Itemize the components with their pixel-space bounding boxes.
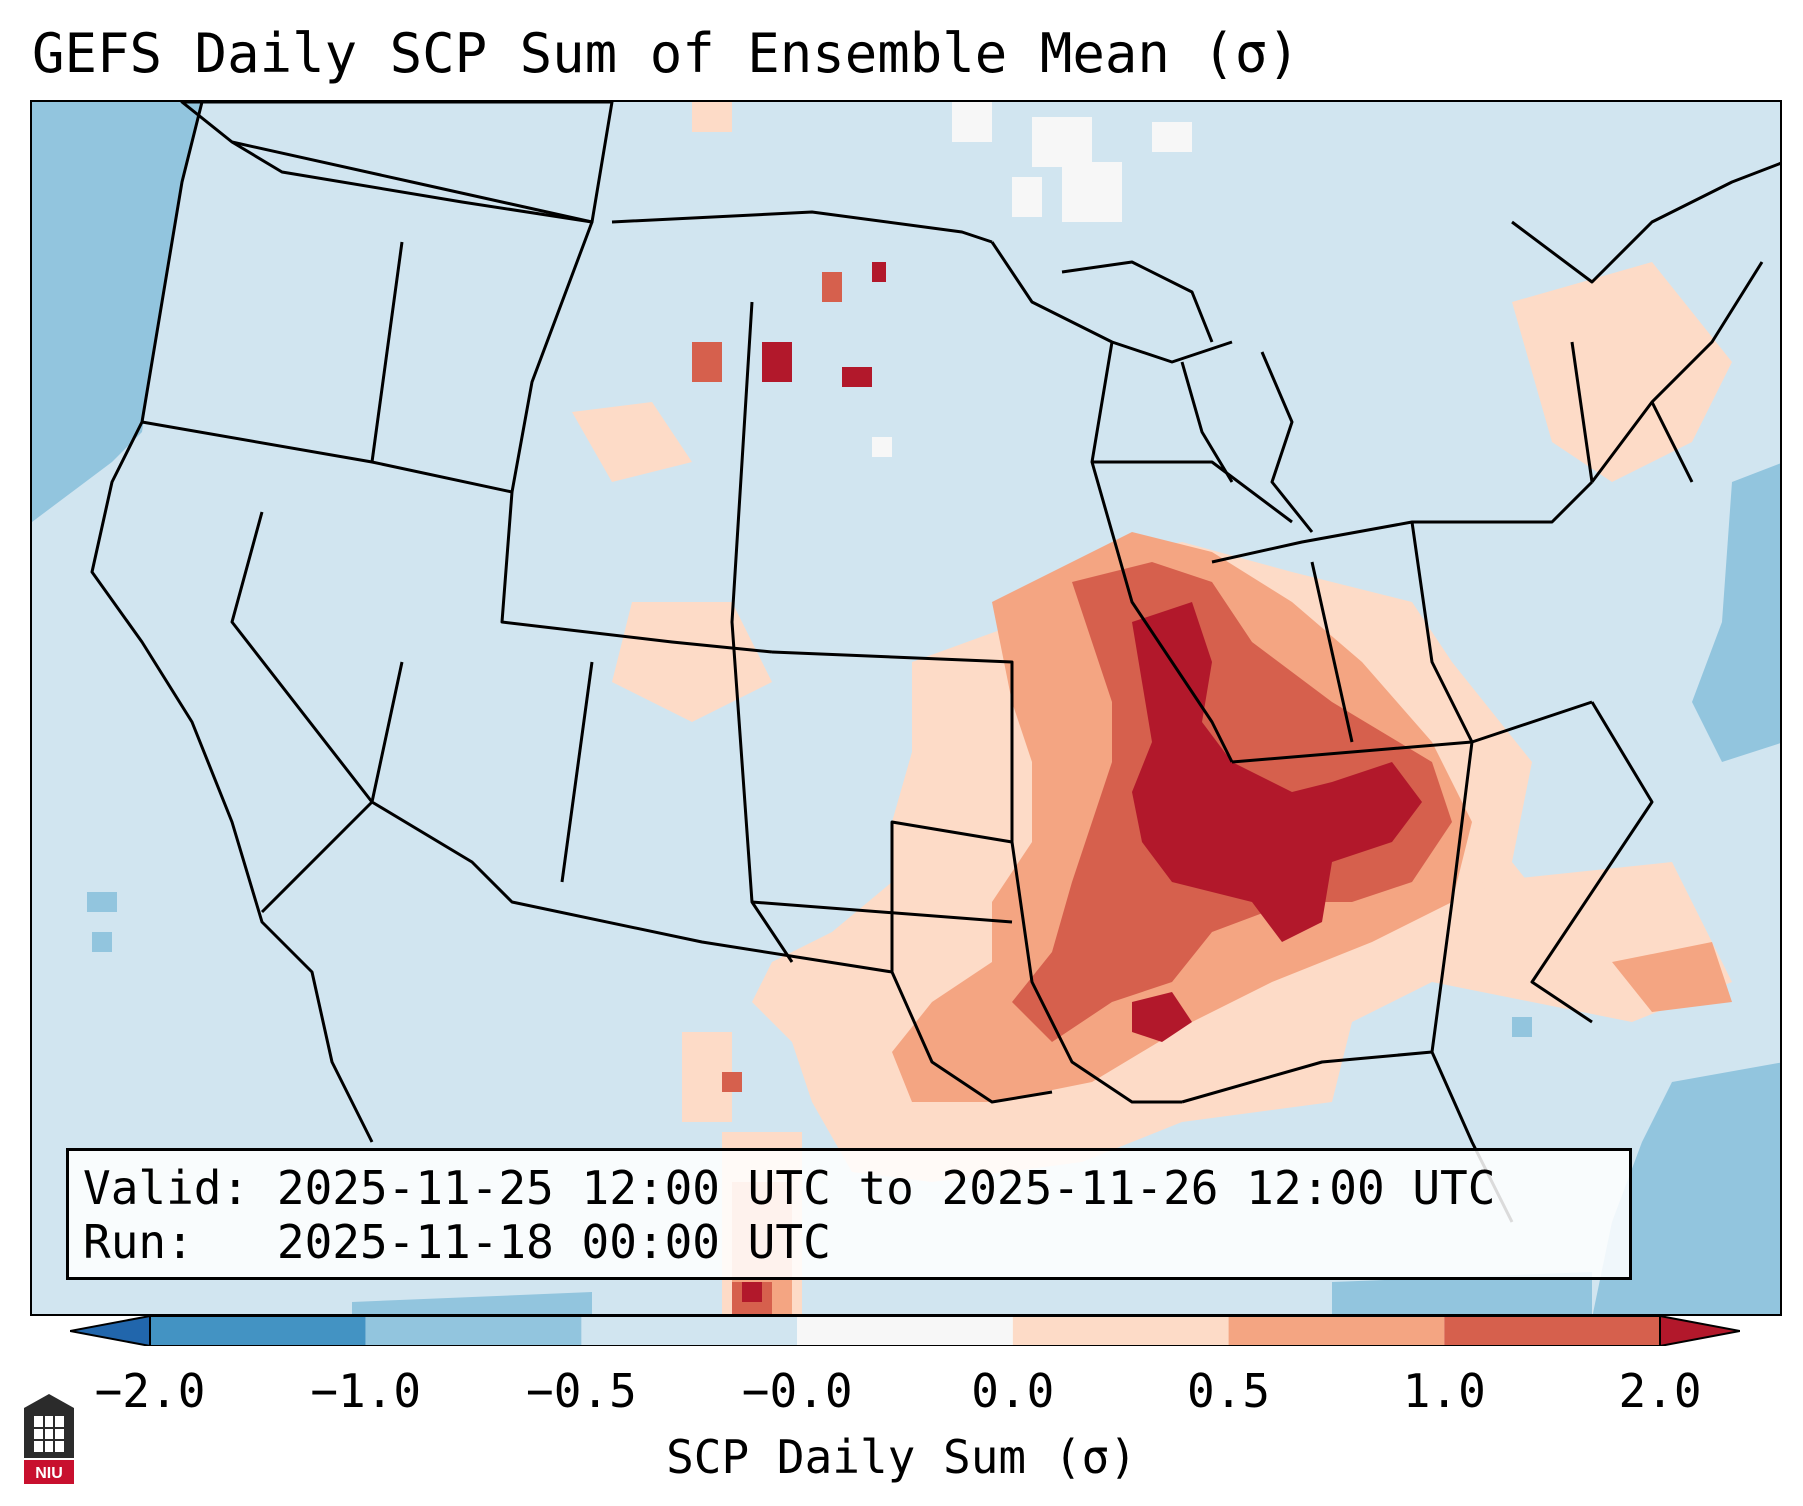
logo-window-grid: [34, 1416, 64, 1452]
map-panel: [30, 100, 1782, 1316]
geography-outlines: [90, 102, 1780, 1223]
colorbar-tick-label: 1.0: [1402, 1364, 1486, 1418]
colorbar-tick-label: 2.0: [1618, 1364, 1702, 1418]
colorbar-border: [149, 1316, 1661, 1346]
colorbar-segment: [1228, 1316, 1445, 1346]
colorbar-tick-label: 0.5: [1187, 1364, 1271, 1418]
colorbar: [70, 1316, 1740, 1346]
colorbar-extend-low: [70, 1316, 151, 1346]
colorbar-segment: [1444, 1316, 1660, 1346]
colorbar-segment: [581, 1316, 798, 1346]
run-time: 2025-11-18 00:00 UTC: [276, 1215, 831, 1269]
colorbar-segment: [1012, 1316, 1229, 1346]
colorbar-tick-label: 0.0: [971, 1364, 1055, 1418]
logo-text: NIU: [35, 1465, 63, 1482]
valid-label: Valid:: [83, 1161, 250, 1215]
colorbar-segment: [365, 1316, 582, 1346]
chart-title: GEFS Daily SCP Sum of Ensemble Mean (σ): [32, 22, 1300, 85]
max-warm-areas: [742, 262, 1422, 1302]
colorbar-title: SCP Daily Sum (σ): [666, 1430, 1137, 1484]
colorbar-extend-high: [1659, 1316, 1740, 1346]
colorbar-tick-label: −2.0: [94, 1364, 206, 1418]
valid-time-range: 2025-11-25 12:00 UTC to 2025-11-26 12:00…: [276, 1161, 1496, 1215]
run-label: Run:: [83, 1215, 194, 1269]
map-svg: [32, 102, 1780, 1314]
neutral-patches: [872, 102, 1192, 457]
valid-run-info-box: Valid: 2025-11-25 12:00 UTC to 2025-11-2…: [66, 1148, 1632, 1280]
niu-logo: NIU: [24, 1394, 74, 1484]
logo-red-band: [24, 1460, 74, 1484]
colorbar-tick-label: −0.0: [741, 1364, 853, 1418]
colorbar-tick-label: −1.0: [310, 1364, 422, 1418]
colorbar-tick-label: −0.5: [526, 1364, 637, 1418]
colorbar-segment: [797, 1316, 1013, 1346]
cool-anomaly-areas: [32, 102, 1780, 1314]
logo-window-panel: [34, 1416, 64, 1452]
colorbar-segment: [150, 1316, 366, 1346]
